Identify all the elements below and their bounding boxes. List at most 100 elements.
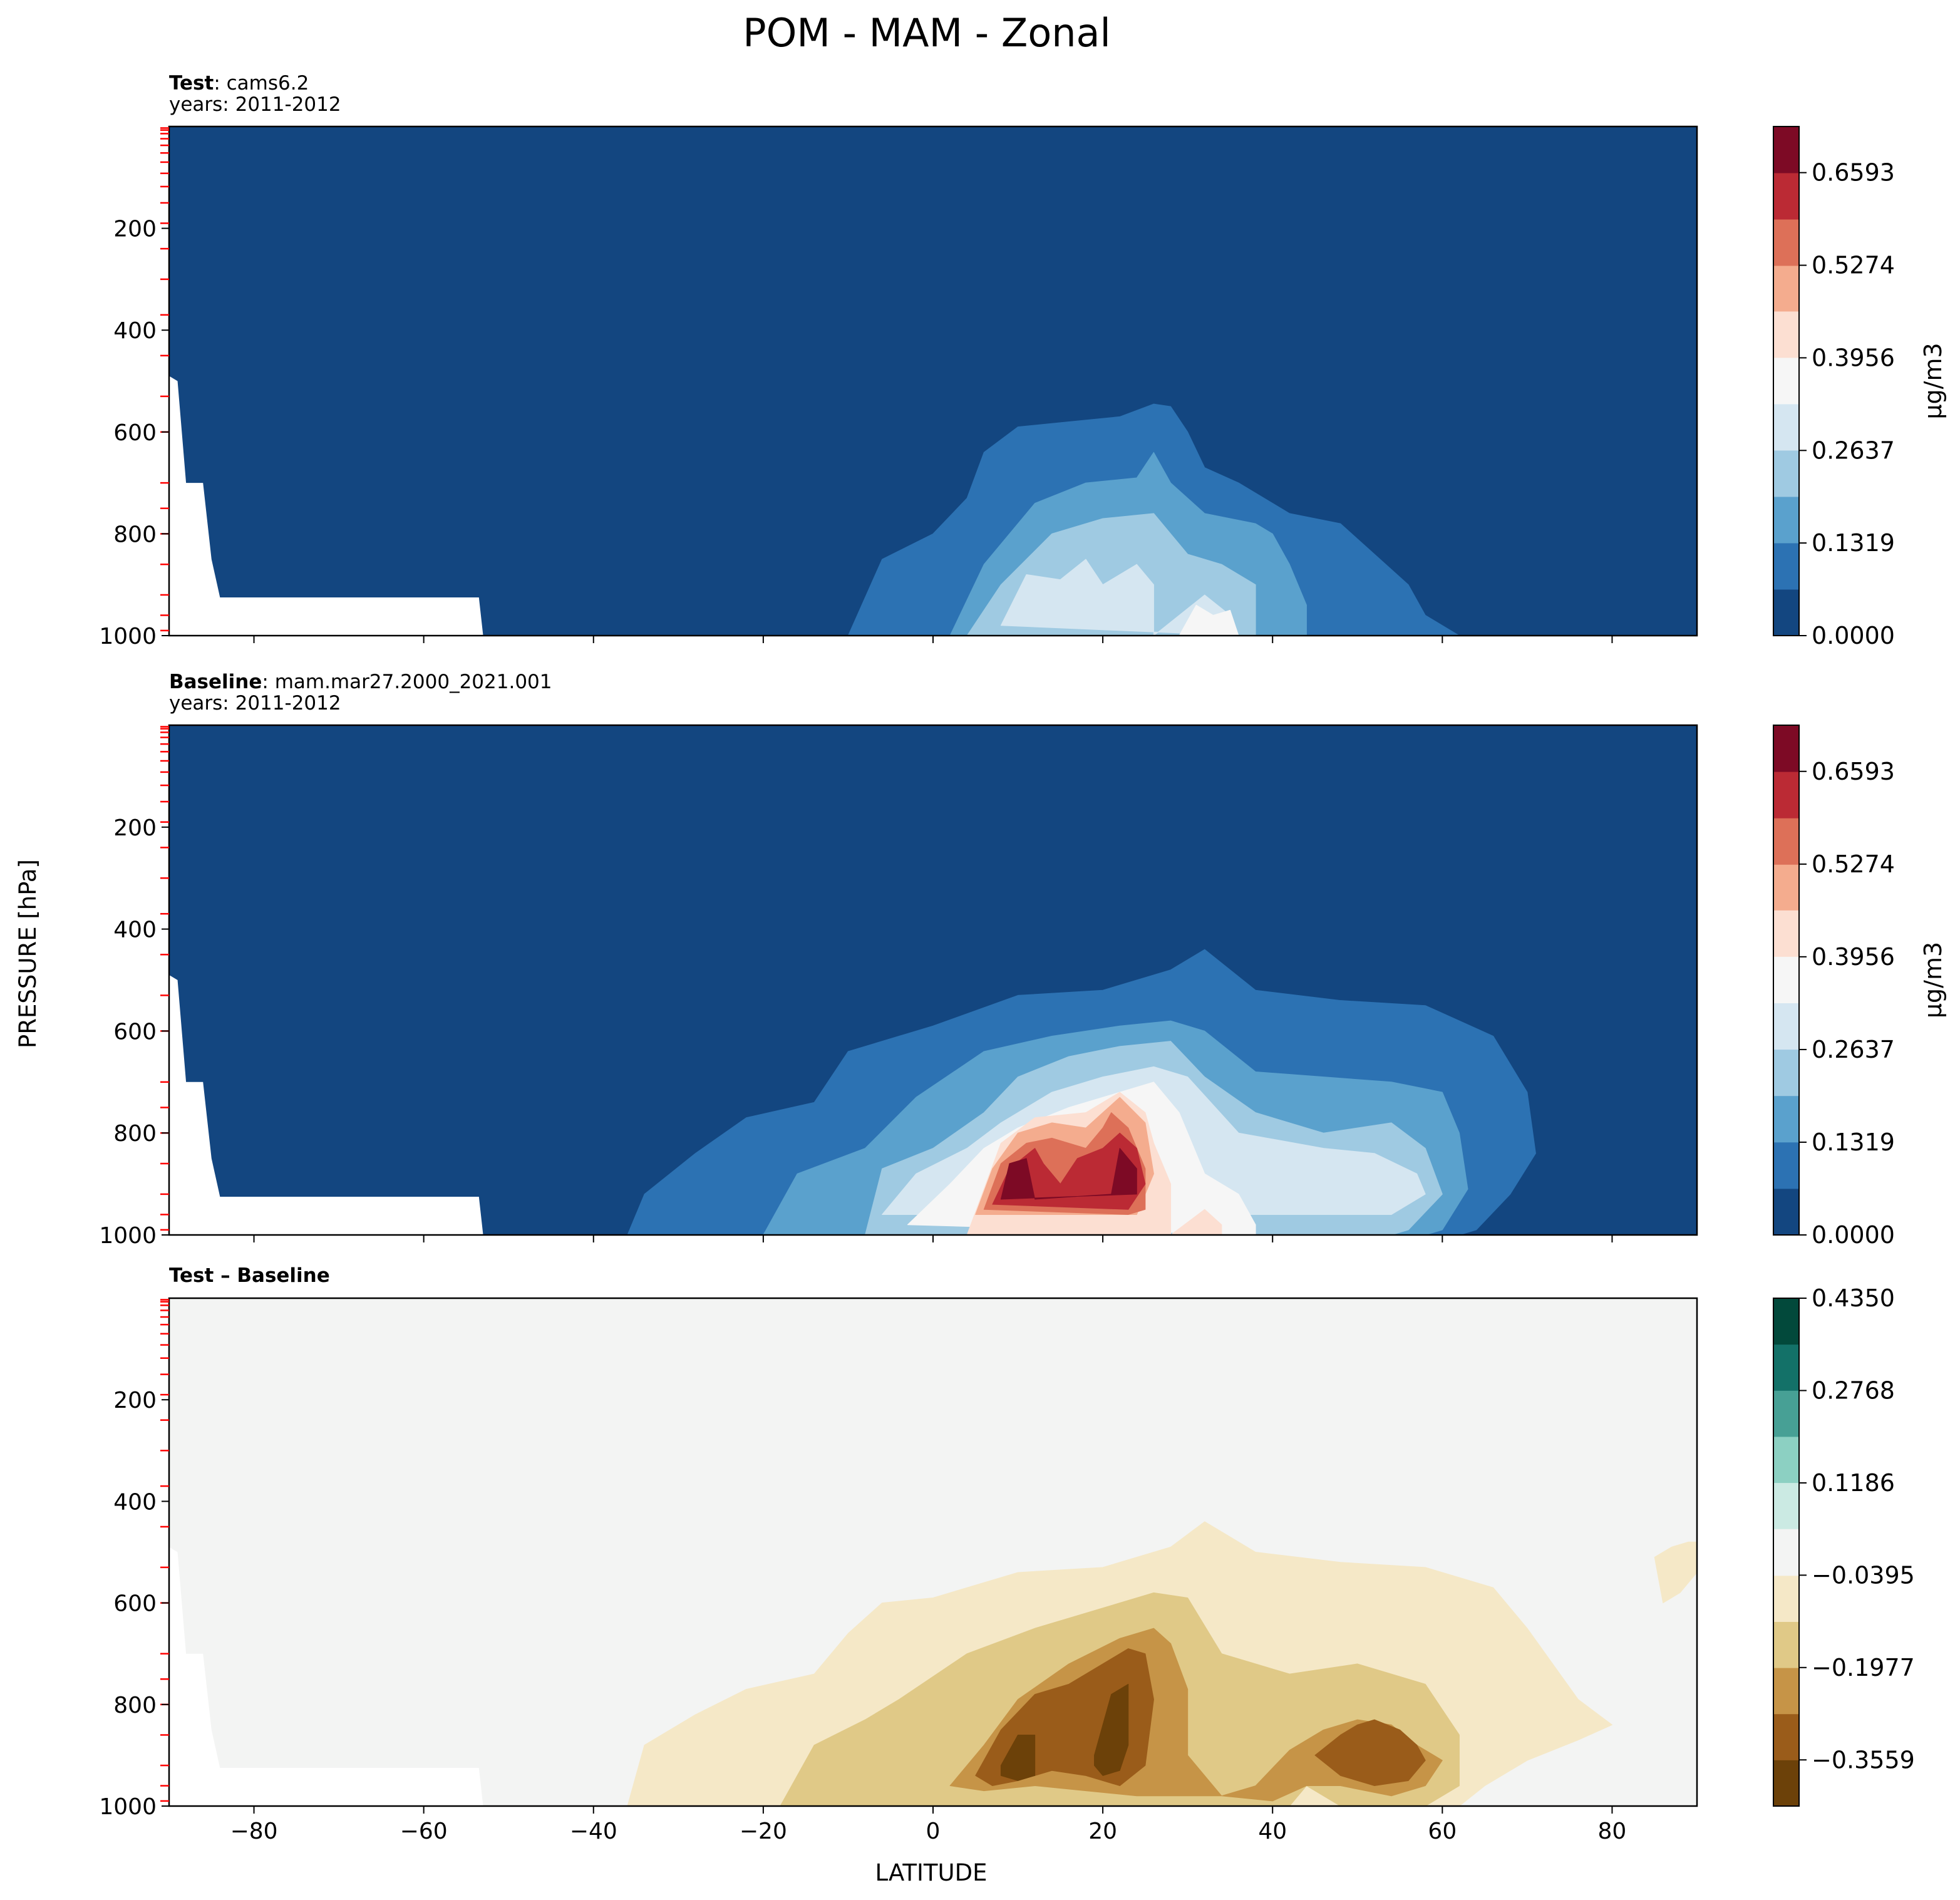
colorbar-swatch [1773, 173, 1799, 220]
x-tick-label: −20 [740, 1819, 787, 1844]
colorbar-swatch [1773, 542, 1799, 590]
panel-label-text: cams6.2 [227, 72, 309, 95]
colorbar-tick-label: 0.4350 [1812, 1284, 1895, 1312]
colorbar-label: μg/m3 [1919, 343, 1947, 419]
panel-years: years: 2011-2012 [169, 692, 341, 715]
y-tick-label: 600 [113, 1591, 157, 1617]
x-tick-label: −40 [570, 1819, 617, 1844]
colorbar-swatch [1773, 1713, 1799, 1760]
panel-label-separator: : [214, 72, 226, 95]
colorbar-swatch [1773, 1668, 1799, 1715]
colorbar-swatch [1773, 1760, 1799, 1807]
figure-title: POM - MAM - Zonal [743, 10, 1111, 56]
contour-region-2 [1654, 1541, 1697, 1604]
colorbar-swatch [1773, 956, 1799, 1003]
colorbar-tick-label: 0.1186 [1812, 1469, 1895, 1497]
colorbar-swatch [1773, 864, 1799, 911]
panel-label-bold: Test [169, 72, 214, 95]
colorbar-tick-label: 0.5274 [1812, 252, 1895, 279]
x-tick-label: 80 [1598, 1819, 1627, 1844]
colorbar-swatch [1773, 1095, 1799, 1143]
x-tick-label: 20 [1088, 1819, 1117, 1844]
colorbar-tick-label: 0.3956 [1812, 943, 1895, 971]
panel-label-separator: : [262, 671, 274, 693]
colorbar-swatch [1773, 1298, 1799, 1345]
colorbar-frame [1773, 725, 1800, 1236]
colorbar-tick-label: 0.2637 [1812, 1036, 1895, 1063]
panel-label-bold: Baseline [169, 671, 262, 693]
panel-years: years: 2011-2012 [169, 93, 341, 116]
colorbar-tick-label: 0.6593 [1812, 758, 1895, 785]
colorbar-swatch [1773, 1049, 1799, 1097]
y-tick-label: 200 [113, 815, 157, 841]
colorbar-swatch [1773, 1621, 1799, 1668]
y-tick-label: 1000 [99, 624, 157, 649]
y-tick-label: 800 [113, 522, 157, 547]
colorbar-swatch [1773, 725, 1799, 772]
colorbar-swatch [1773, 219, 1799, 266]
panel-baseline: 200 400 600 800 1000 Baseline: mam.mar27.2000… [99, 671, 1947, 1249]
panel-label-bold: Test – Baseline [169, 1264, 330, 1287]
colorbar-swatch [1773, 1575, 1799, 1622]
x-axis-label: LATITUDE [875, 1859, 988, 1886]
panel-label: Test – Baseline [169, 1264, 330, 1287]
y-tick-label: 600 [113, 420, 157, 446]
x-tick-label: 60 [1428, 1819, 1457, 1844]
colorbar-swatch [1773, 496, 1799, 544]
colorbar-swatch [1773, 589, 1799, 636]
colorbar-swatch [1773, 403, 1799, 451]
colorbar-label: μg/m3 [1919, 942, 1947, 1018]
y-tick-label: 1000 [99, 1794, 157, 1820]
colorbar-swatch [1773, 910, 1799, 957]
colorbar-tick-label: −0.1977 [1812, 1654, 1915, 1681]
contour-region-7 [1000, 1734, 1036, 1781]
contour-region-6 [1314, 1719, 1426, 1787]
plot-area [169, 1298, 1697, 1806]
colorbar-frame [1773, 1298, 1800, 1807]
colorbar-swatch [1773, 450, 1799, 497]
colorbar-swatch [1773, 772, 1799, 818]
colorbar-swatch [1773, 311, 1799, 358]
colorbar-swatch [1773, 1436, 1799, 1484]
contour-region-8 [1094, 1683, 1129, 1776]
x-tick-label: 0 [926, 1819, 941, 1844]
topography-mask [169, 1547, 483, 1806]
y-tick-label: 800 [113, 1121, 157, 1147]
colorbar-tick-label: −0.3559 [1812, 1746, 1915, 1774]
colorbar-tick-label: 0.2768 [1812, 1376, 1895, 1404]
colorbar-swatch [1773, 126, 1799, 173]
colorbar-swatch [1773, 1003, 1799, 1050]
panel-label-text: mam.mar27.2000_2021.001 [275, 671, 552, 693]
panel-label: Baseline: mam.mar27.2000_2021.001 [169, 671, 552, 693]
colorbar-swatch [1773, 1188, 1799, 1236]
y-tick-label: 800 [113, 1693, 157, 1718]
x-tick-label: −80 [230, 1819, 278, 1844]
panel-label: Test: cams6.2 [169, 72, 309, 95]
colorbar-frame [1773, 126, 1800, 636]
colorbar-tick-label: 0.6593 [1812, 159, 1895, 187]
colorbar-tick-label: 0.0000 [1812, 622, 1895, 649]
topography-mask [169, 974, 483, 1235]
contour-region-5 [1179, 604, 1239, 636]
colorbar-swatch [1773, 1482, 1799, 1529]
colorbar-swatch [1773, 818, 1799, 865]
colorbar-tick-label: 0.5274 [1812, 850, 1895, 878]
y-tick-label: 200 [113, 217, 157, 242]
colorbar-tick-label: 0.2637 [1812, 436, 1895, 464]
y-tick-label: 400 [113, 1489, 157, 1515]
x-tick-label: −60 [400, 1819, 448, 1844]
colorbar-tick-label: 0.0000 [1812, 1221, 1895, 1249]
x-tick-label: 40 [1258, 1819, 1287, 1844]
colorbar-tick-label: 0.1319 [1812, 1128, 1895, 1156]
colorbar-swatch [1773, 357, 1799, 405]
y-tick-label: 600 [113, 1019, 157, 1045]
y-axis-label: PRESSURE [hPa] [14, 859, 41, 1048]
colorbar-tick-label: 0.1319 [1812, 529, 1895, 557]
y-tick-label: 400 [113, 318, 157, 344]
panel-difference: 200 400 600 800 1000 −80 −60 −40 −20 0 20 40 60 80 Tes… [99, 1264, 1914, 1844]
topography-mask [169, 376, 483, 636]
colorbar-swatch [1773, 266, 1799, 312]
